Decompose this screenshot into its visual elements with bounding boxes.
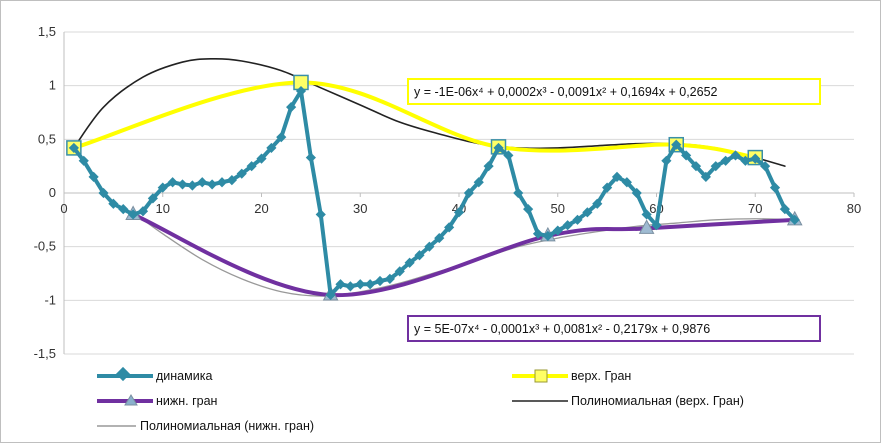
legend-item-lower-trend: Полиномиальная (нижн. гран) — [97, 419, 314, 433]
x-tick-label: 50 — [551, 201, 565, 216]
lower-bound-point — [638, 219, 655, 234]
upper-equation-box — [407, 78, 821, 105]
dynamics-point — [88, 171, 99, 182]
dynamics-point — [137, 206, 149, 217]
dynamics-point — [98, 187, 109, 199]
dynamics-point — [108, 198, 119, 209]
x-tick-label: 70 — [748, 201, 762, 216]
upper-trend-equation: y = -1E-06x⁴ + 0,0002x³ - 0,0091x² + 0,1… — [407, 78, 821, 105]
legend: динамика верх. Гран нижн. гран Полиномиа… — [97, 366, 744, 433]
dynamics-point — [315, 209, 326, 220]
dynamics-point — [374, 275, 386, 287]
x-tick-label: 80 — [847, 201, 861, 216]
legend-label-dynamics: динамика — [156, 369, 212, 383]
dynamics-point — [345, 281, 356, 292]
dynamics-point — [325, 289, 336, 301]
dynamics-point — [335, 279, 346, 290]
dynamics-point — [266, 142, 277, 154]
series-layer — [66, 57, 803, 301]
dynamics-point — [404, 257, 415, 268]
legend-item-lower-bound: нижн. гран — [97, 394, 218, 408]
lower-equation-text: y = 5E-07x⁴ - 0,0001x³ + 0,0081x² - 0,21… — [414, 322, 710, 336]
x-tick-label: 30 — [353, 201, 367, 216]
series-line-lower-bound — [131, 212, 797, 298]
x-tick-label: 10 — [156, 201, 170, 216]
series-line-dynamics-group — [68, 85, 800, 301]
dynamics-point — [355, 279, 366, 290]
x-tick-label: 0 — [60, 201, 67, 216]
dynamics-point — [473, 177, 484, 188]
triangle-marker-icon — [124, 394, 138, 406]
y-tick-labels: 1,5 1 0,5 0 -0,5 -1 -1,5 — [34, 24, 56, 361]
dynamics-point — [365, 279, 376, 290]
dynamics-point — [384, 273, 395, 284]
legend-label-upper-bound: верх. Гран — [571, 369, 631, 383]
x-tick-label: 20 — [254, 201, 268, 216]
dynamics-point — [147, 193, 158, 204]
y-tick-label: -0,5 — [34, 239, 56, 254]
y-tick-label: -1 — [44, 292, 56, 307]
legend-item-upper-bound: верх. Гран — [512, 369, 631, 383]
y-tick-label: 0,5 — [38, 131, 56, 146]
upper-equation-text: y = -1E-06x⁴ + 0,0002x³ - 0,0091x² + 0,1… — [414, 85, 718, 99]
dynamics-point — [414, 250, 425, 261]
dynamics-point — [444, 222, 455, 233]
y-tick-label: 1 — [49, 78, 56, 93]
dynamics-point — [118, 204, 129, 215]
y-tick-label: -1,5 — [34, 346, 56, 361]
legend-item-upper-trend: Полиномиальная (верх. Гран) — [512, 394, 744, 408]
grid-lines — [63, 31, 855, 355]
dynamics-point — [68, 142, 79, 154]
legend-label-upper-trend: Полиномиальная (верх. Гран) — [571, 394, 744, 408]
y-tick-label: 1,5 — [38, 24, 56, 39]
dynamics-point — [493, 142, 504, 154]
legend-label-lower-trend: Полиномиальная (нижн. гран) — [140, 419, 314, 433]
square-marker-icon — [534, 369, 548, 383]
y-tick-label: 0 — [49, 185, 56, 200]
lower-equation-box — [407, 315, 821, 342]
dynamics-point — [246, 161, 257, 172]
lower-trend-equation: y = 5E-07x⁴ - 0,0001x³ + 0,0081x² - 0,21… — [407, 315, 821, 342]
dynamics-point — [276, 132, 287, 143]
diamond-marker-icon — [115, 366, 131, 382]
legend-label-lower-bound: нижн. гран — [156, 394, 218, 408]
dynamics-point — [78, 155, 89, 166]
legend-item-dynamics: динамика — [97, 366, 212, 383]
dynamics-point — [394, 266, 405, 277]
